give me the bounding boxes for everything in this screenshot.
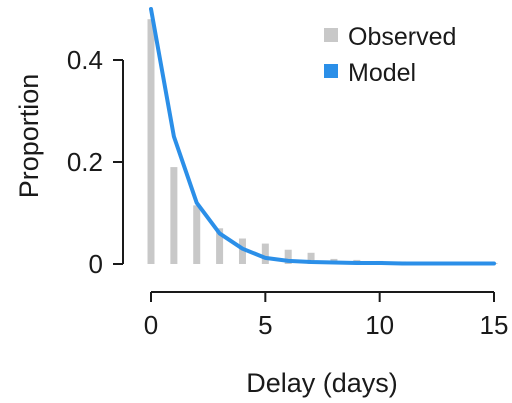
legend-swatch-model <box>324 64 338 78</box>
legend-swatch-observed <box>324 28 338 42</box>
legend: Observed Model <box>324 23 456 87</box>
y-tick-label-0.2: 0.2 <box>67 147 103 177</box>
model-line <box>149 7 496 266</box>
observed-bar-3 <box>216 228 224 264</box>
observed-bars <box>147 19 498 265</box>
legend-label-observed: Observed <box>348 23 456 51</box>
legend-label-model: Model <box>348 59 416 87</box>
observed-bar-5 <box>261 243 269 264</box>
axes: 0 0.2 0.4 0 5 10 15 <box>67 45 509 340</box>
observed-bar-6 <box>284 249 292 264</box>
y-axis-title: Proportion <box>14 74 44 199</box>
x-axis-title: Delay (days) <box>246 368 398 398</box>
x-tick-label-15: 15 <box>480 310 509 340</box>
y-tick-label-0.4: 0.4 <box>67 45 103 75</box>
observed-bar-4 <box>238 238 246 264</box>
model-line-group <box>149 7 496 266</box>
observed-bar-7 <box>307 252 315 264</box>
observed-bar-2 <box>193 205 201 264</box>
x-tick-label-5: 5 <box>258 310 272 340</box>
observed-bar-0 <box>147 19 155 265</box>
y-tick-label-0: 0 <box>89 249 103 279</box>
x-tick-label-10: 10 <box>365 310 394 340</box>
observed-bar-1 <box>170 167 178 264</box>
x-tick-label-0: 0 <box>144 310 158 340</box>
